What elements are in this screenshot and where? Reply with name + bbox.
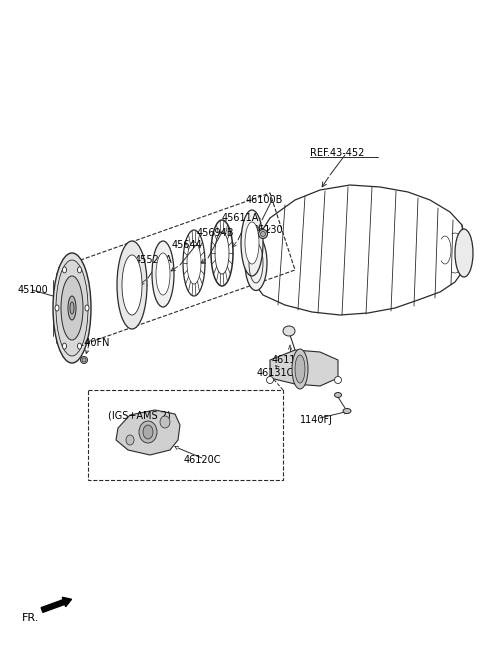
- Ellipse shape: [77, 267, 82, 273]
- Ellipse shape: [266, 376, 274, 384]
- Text: 46120C: 46120C: [184, 455, 221, 465]
- Text: 45611A: 45611A: [222, 213, 259, 223]
- Text: 46130: 46130: [253, 225, 284, 235]
- Polygon shape: [116, 410, 180, 455]
- FancyBboxPatch shape: [88, 390, 283, 480]
- Ellipse shape: [55, 305, 59, 311]
- Ellipse shape: [259, 229, 267, 238]
- Ellipse shape: [283, 326, 295, 336]
- Text: 1140FN: 1140FN: [73, 338, 110, 348]
- Ellipse shape: [261, 231, 265, 237]
- Ellipse shape: [126, 435, 134, 445]
- Ellipse shape: [70, 302, 74, 314]
- Ellipse shape: [62, 343, 67, 349]
- Text: (IGS+AMS 2): (IGS+AMS 2): [108, 410, 171, 420]
- Text: 46110: 46110: [272, 355, 302, 365]
- Ellipse shape: [56, 260, 88, 356]
- Ellipse shape: [160, 416, 170, 428]
- Text: 1140FJ: 1140FJ: [300, 415, 333, 425]
- Polygon shape: [270, 350, 338, 386]
- Ellipse shape: [61, 276, 83, 340]
- Text: FR.: FR.: [22, 613, 39, 623]
- Text: REF.43-452: REF.43-452: [310, 148, 364, 158]
- Ellipse shape: [343, 409, 351, 413]
- Ellipse shape: [122, 255, 142, 315]
- Ellipse shape: [241, 210, 263, 276]
- Text: 46100B: 46100B: [246, 195, 283, 205]
- Text: 46131C: 46131C: [257, 368, 294, 378]
- Text: 45694B: 45694B: [197, 228, 235, 238]
- Text: 45644: 45644: [172, 240, 203, 250]
- Ellipse shape: [156, 253, 170, 295]
- Ellipse shape: [295, 355, 305, 383]
- Ellipse shape: [81, 357, 87, 363]
- Ellipse shape: [335, 376, 341, 384]
- Ellipse shape: [117, 241, 147, 329]
- Ellipse shape: [82, 358, 86, 362]
- Ellipse shape: [455, 229, 473, 277]
- Ellipse shape: [68, 296, 76, 320]
- Ellipse shape: [139, 421, 157, 443]
- Text: 45100: 45100: [18, 285, 49, 295]
- Ellipse shape: [292, 349, 308, 389]
- Ellipse shape: [53, 253, 91, 363]
- Ellipse shape: [143, 425, 153, 439]
- Ellipse shape: [335, 392, 341, 397]
- FancyArrow shape: [41, 597, 72, 612]
- Ellipse shape: [152, 241, 174, 307]
- Ellipse shape: [245, 235, 267, 290]
- Ellipse shape: [77, 343, 82, 349]
- Text: 45527A: 45527A: [135, 255, 173, 265]
- Ellipse shape: [62, 267, 67, 273]
- Ellipse shape: [245, 222, 259, 264]
- Ellipse shape: [85, 305, 89, 311]
